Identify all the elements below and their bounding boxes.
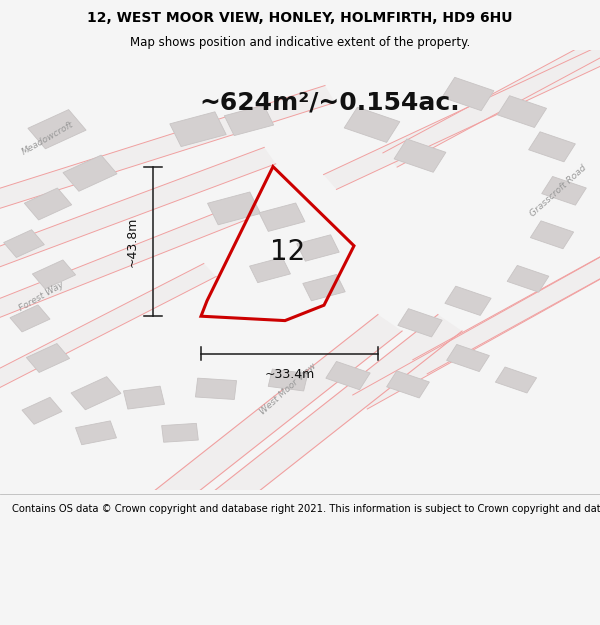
Polygon shape <box>507 266 549 292</box>
Text: Forest Way: Forest Way <box>18 280 66 313</box>
Polygon shape <box>4 230 44 258</box>
Polygon shape <box>530 221 574 249</box>
Text: 12, WEST MOOR VIEW, HONLEY, HOLMFIRTH, HD9 6HU: 12, WEST MOOR VIEW, HONLEY, HOLMFIRTH, H… <box>87 11 513 25</box>
Polygon shape <box>344 107 400 142</box>
Text: 12: 12 <box>271 238 305 266</box>
Polygon shape <box>71 377 121 410</box>
Polygon shape <box>326 361 370 390</box>
Polygon shape <box>398 309 442 337</box>
Polygon shape <box>394 139 446 172</box>
Polygon shape <box>76 421 116 445</box>
Polygon shape <box>198 314 462 520</box>
Polygon shape <box>297 235 339 261</box>
Polygon shape <box>386 371 430 398</box>
Polygon shape <box>224 105 274 136</box>
Text: ~33.4m: ~33.4m <box>265 368 314 381</box>
Polygon shape <box>497 96 547 128</box>
Polygon shape <box>26 344 70 372</box>
Polygon shape <box>383 8 600 167</box>
Polygon shape <box>138 314 402 520</box>
Text: Contains OS data © Crown copyright and database right 2021. This information is : Contains OS data © Crown copyright and d… <box>12 504 600 514</box>
Polygon shape <box>22 398 62 424</box>
Polygon shape <box>170 112 226 147</box>
Text: Grasscroft Road: Grasscroft Road <box>528 163 588 218</box>
Polygon shape <box>268 369 308 391</box>
Text: ~43.8m: ~43.8m <box>125 216 139 267</box>
Polygon shape <box>529 132 575 162</box>
Polygon shape <box>250 258 290 282</box>
Polygon shape <box>63 155 117 191</box>
Polygon shape <box>323 21 600 189</box>
Polygon shape <box>0 86 335 226</box>
Polygon shape <box>161 423 199 442</box>
Polygon shape <box>0 148 276 287</box>
Polygon shape <box>442 78 494 111</box>
Polygon shape <box>196 378 236 399</box>
Text: West Moor View: West Moor View <box>258 361 318 416</box>
Text: Map shows position and indicative extent of the property.: Map shows position and indicative extent… <box>130 36 470 49</box>
Polygon shape <box>445 286 491 316</box>
Polygon shape <box>32 260 76 289</box>
Polygon shape <box>353 228 600 409</box>
Text: Meadowcroft: Meadowcroft <box>20 119 76 156</box>
Polygon shape <box>208 192 260 225</box>
Polygon shape <box>496 367 536 393</box>
Polygon shape <box>0 206 245 339</box>
Polygon shape <box>446 344 490 371</box>
Polygon shape <box>10 305 50 332</box>
Polygon shape <box>259 203 305 231</box>
Polygon shape <box>25 188 71 220</box>
Polygon shape <box>413 228 600 374</box>
Polygon shape <box>28 109 86 149</box>
Text: ~624m²/~0.154ac.: ~624m²/~0.154ac. <box>200 91 460 115</box>
Polygon shape <box>124 386 164 409</box>
Polygon shape <box>542 176 586 205</box>
Polygon shape <box>303 274 345 301</box>
Polygon shape <box>0 264 216 400</box>
